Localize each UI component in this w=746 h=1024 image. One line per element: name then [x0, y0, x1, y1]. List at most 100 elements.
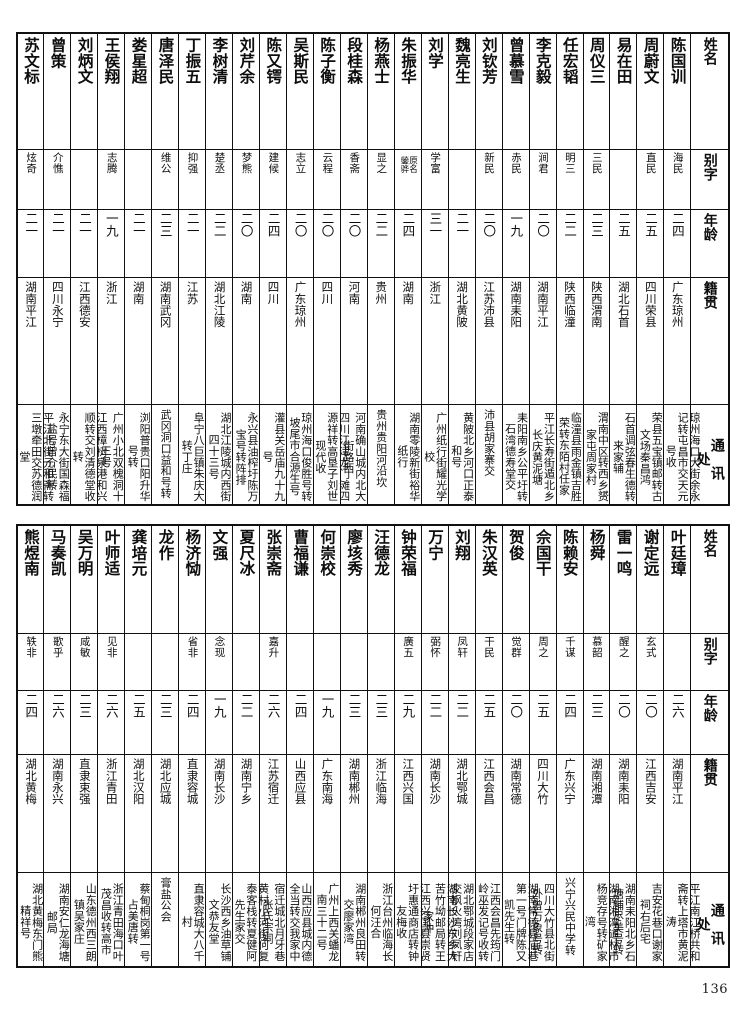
alias-text: 建候 [267, 151, 280, 173]
age-text: 二四 [400, 212, 416, 238]
cell-age: 二二 [420, 689, 449, 755]
cell-alias [124, 148, 153, 211]
cell-address: 膏盐公会 [151, 872, 180, 968]
cell-address: 长沙西乡油草铺文恭友堂 [205, 872, 234, 968]
name-text: 曾慕雪 [506, 37, 526, 85]
row-label-text: 年龄 [701, 213, 718, 242]
cell-name: 廖垓秀 [339, 524, 368, 635]
age-text: 二六 [265, 692, 281, 719]
cell-name: 朱汉英 [474, 524, 503, 635]
origin-text: 广东琼州 [670, 281, 685, 329]
cell-age: 二五 [124, 689, 153, 755]
cell-name: 陈赖安 [555, 524, 584, 635]
name-text: 魏亮生 [452, 37, 472, 85]
alias-text: 显之 [375, 151, 388, 173]
address-text: 浏阳普贵口阳升华号转 [126, 411, 152, 502]
name-text: 龚培元 [129, 529, 149, 577]
cell-origin: 湖南平江 [16, 277, 45, 406]
origin-text: 湖北鄂城 [455, 757, 470, 805]
cell-address: 湖北黄梅东门熊精祥号 [16, 872, 45, 968]
cell-name: 熊煜南 [16, 524, 45, 635]
origin-text: 湖北石首 [616, 281, 631, 329]
row-label-name: 姓名 [690, 524, 730, 635]
age-text: 二四 [184, 692, 200, 719]
alias-text: 周之 [536, 636, 549, 658]
cell-alias: 楚丞 [205, 148, 234, 211]
row-label-alias: 别字 [690, 633, 730, 691]
age-text: 二〇 [535, 212, 551, 238]
cell-age: 一九 [97, 208, 126, 279]
cell-name: 李树清 [205, 32, 234, 150]
cell-age: 二五 [528, 689, 557, 755]
table-top-row-name: 苏文标 曾策 刘炳文 王侯翔 娄星超 唐泽民 丁振五 李树清 刘芹余 陈又锷 吴斯民 陈子衡 段桂森 杨燕… [16, 32, 730, 150]
cell-age: 二〇 [609, 689, 638, 755]
address-text: 膏盐公会 [159, 877, 173, 923]
age-text: 二二 [427, 692, 443, 719]
alias-text: 咸敏 [78, 636, 91, 658]
page-number: 136 [701, 982, 728, 997]
address-text: 阜宁八巨镇朱庆大转丁庄 [180, 411, 206, 502]
cell-origin: 浙江 [97, 277, 126, 406]
cell-address: 湖南郴州良田转交廖家湾 [339, 872, 368, 968]
row-label-age: 年龄 [690, 208, 730, 279]
address-text: 琼州海口大街余永记转屯昌市交天元号收 [664, 411, 701, 502]
cell-origin: 广东兴宁 [555, 753, 584, 874]
alias-text: 炫奇 [25, 151, 38, 173]
origin-text: 湖南耒阳 [616, 757, 631, 805]
address-text: 黄陂北乡河口正泰和号 [449, 411, 475, 502]
age-text: 二〇 [508, 692, 524, 719]
cell-origin: 四川 [259, 277, 288, 406]
cell-age: 二三 [151, 689, 180, 755]
age-text: 二四 [265, 212, 281, 238]
address-text: 沛县胡家寨交 [482, 409, 496, 477]
name-text: 钟荣福 [399, 529, 419, 577]
cell-origin: 贵州 [366, 277, 395, 406]
cell-name: 刘钦芳 [474, 32, 503, 150]
cell-age: 二〇 [636, 689, 665, 755]
cell-name: 万宁 [420, 524, 449, 635]
alias-text: 新民 [483, 151, 496, 173]
cell-origin: 湖南平江 [528, 277, 557, 406]
address-text: 蔡甸桐岗第一号占美唐转 [126, 882, 152, 961]
cell-address: 广州小北双槐洞十三号 [97, 404, 126, 506]
alias-text: 慕韶 [590, 636, 603, 658]
alias-text: 歌乎 [51, 636, 64, 658]
cell-age: 二〇 [232, 208, 261, 279]
cell-address: 江西兴国县崇贤圩惠通商店转钟友梅收 [393, 872, 431, 968]
name-text: 刘翔 [452, 529, 472, 561]
name-text: 万宁 [425, 529, 445, 561]
cell-alias [151, 633, 180, 691]
table-top-row-address: 平江北街元和斋转三墩牵田交苏德润堂 永宁东大街国森福盐号曾介民转 江西樟树泉港和兴顺… [16, 404, 730, 506]
cell-age: 二四 [16, 689, 45, 755]
name-text: 娄星超 [129, 37, 149, 85]
cell-address: 琼州海口俊胜号转坡尾市合源生号 [286, 404, 314, 506]
alias-text: 廣五 [402, 636, 415, 658]
origin-text: 湖南湘潭 [589, 757, 604, 805]
cell-origin: 江西德安 [70, 277, 99, 406]
age-text: 二〇 [319, 212, 335, 238]
cell-name: 朱振华 [393, 32, 422, 150]
cell-alias: 嘉升 [259, 633, 288, 691]
age-text: 二二 [562, 212, 578, 238]
row-label-address: 通讯处 [690, 872, 730, 968]
age-text: 二六 [49, 692, 65, 719]
cell-alias: 显之 [366, 148, 395, 211]
cell-alias: 介憔 [43, 148, 72, 211]
cell-alias: 千谋 [555, 633, 584, 691]
name-text: 周蔚文 [641, 37, 661, 85]
alias-text: 凤轩 [456, 636, 469, 658]
age-text: 二三 [157, 212, 173, 238]
address-text: 荣县五宝镇邮转古文场秦昌鸿 [638, 411, 664, 502]
origin-text: 湖南武冈 [158, 281, 173, 329]
age-text: 二六 [669, 692, 685, 719]
name-text: 丁振五 [183, 37, 203, 85]
origin-text: 湖南 [131, 281, 146, 305]
alias-text: 直民 [644, 151, 657, 173]
cell-name: 苏文标 [16, 32, 45, 150]
cell-alias: 周之 [528, 633, 557, 691]
cell-age: 二六 [97, 689, 126, 755]
cell-address: 平江南江桥共和斋转上塔市黄泥涛 [663, 872, 701, 968]
cell-name: 何崇校 [312, 524, 341, 635]
cell-name: 段桂森 [339, 32, 368, 150]
origin-text: 湖南平江 [670, 757, 685, 805]
